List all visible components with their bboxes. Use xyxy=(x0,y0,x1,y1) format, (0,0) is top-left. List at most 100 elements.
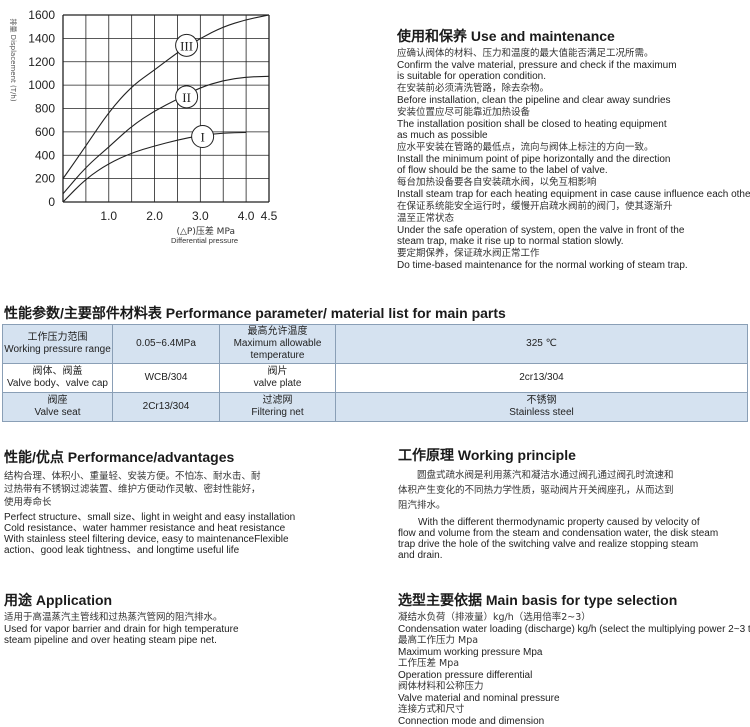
maintenance-en: Before installation, clean the pipeline … xyxy=(397,95,671,106)
advantages-section: 性能/优点 Performance/advantages 结构合理、体积小、重量… xyxy=(4,447,295,556)
advantages-en-line: Cold resistance、water hammer resistance … xyxy=(4,523,286,534)
application-cn: 适用于高温蒸汽主管线和过热蒸汽管网的阻汽排水。 xyxy=(4,612,223,623)
y-tick-label: 1600 xyxy=(28,8,55,22)
y-tick-label: 1200 xyxy=(28,55,55,69)
principle-cn-line: 阻汽排水。 xyxy=(398,500,446,511)
table-row: 阀体、阀盖 Valve body、valve cap WCB/304 阀片 valve … xyxy=(2,363,748,393)
y-axis-label: 排量 Displacement (T/h) xyxy=(9,18,18,101)
advantages-cn-line: 结构合理、体积小、重量轻、安装方便。不怕冻、耐水击、耐 xyxy=(4,471,261,482)
cell-en: 0.05~6.4MPa xyxy=(136,338,196,349)
y-tick-label: 400 xyxy=(35,148,55,162)
cell-en: Valve body、valve cap xyxy=(7,378,108,389)
cell-cn: 过滤网 xyxy=(262,395,293,406)
maintenance-en: is suitable for operation condition. xyxy=(397,71,546,82)
x-tick-label: 3.0 xyxy=(192,209,209,223)
cell-en: Working pressure range xyxy=(4,344,111,355)
y-tick-label: 800 xyxy=(35,102,55,116)
y-tick-label: 1000 xyxy=(28,78,55,92)
cell-cn: 不锈钢 xyxy=(526,395,557,406)
selection-cn: 凝结水负荷（排液量）kg/h（选用倍率2~3） xyxy=(398,612,591,623)
maintenance-item: 安装位置应尽可能靠近加热设备 The installation position … xyxy=(397,107,750,141)
selection-en: Valve material and nominal pressure xyxy=(398,693,560,704)
maintenance-item: 要定期保养，保证疏水阀正常工作 Do time-based maintenance… xyxy=(397,248,750,271)
selection-section: 选型主要依据 Main basis for type selection 凝结水… xyxy=(398,590,750,727)
curve-III xyxy=(62,14,270,179)
maintenance-en: of flow should be the same to the label … xyxy=(397,165,608,176)
selection-cn: 工作压差 Mpa xyxy=(398,658,460,669)
table-cell: 0.05~6.4MPa xyxy=(112,324,220,364)
cell-cn: 阀体、阀盖 xyxy=(32,366,83,377)
application-title: 用途 Application xyxy=(4,592,113,608)
maintenance-en: Confirm the valve material, pressure and… xyxy=(397,60,677,71)
cell-en: valve plate xyxy=(253,378,302,389)
cell-en: 2Cr13/304 xyxy=(142,401,190,412)
principle-cn-line: 圆盘式疏水阀是利用蒸汽和凝洁水通过阀孔通过阀孔时流速和 xyxy=(398,470,674,481)
curve-II xyxy=(62,75,270,195)
cell-en: Valve seat xyxy=(34,407,81,418)
cell-en: Maximum allowable temperature xyxy=(233,338,322,361)
advantages-en-line: With stainless steel filtering device, e… xyxy=(4,534,289,545)
x-axis-label-cn: (△P)压差 MPa xyxy=(176,225,235,237)
cell-en: Filtering net xyxy=(251,407,304,418)
application-section: 用途 Application 适用于高温蒸汽主管线和过热蒸汽管网的阻汽排水。 U… xyxy=(4,590,239,646)
table-cell: 工作压力范围 Working pressure range xyxy=(2,324,113,364)
maintenance-cn: 应水平安装在管路的最低点，流向与阀体上标注的方向一致。 xyxy=(397,142,654,153)
maintenance-cn-cont: 温至正常状态 xyxy=(397,213,455,224)
curve-label: II xyxy=(182,90,191,105)
advantages-cn-line: 过热带有不锈钢过滤装置、维护方便动作灵敏、密封性能好， xyxy=(4,484,261,495)
x-tick-label: 4.0 xyxy=(238,209,255,223)
params-title: 性能参数/主要部件材料表 Performance parameter/ mate… xyxy=(4,305,506,321)
curve-label-circle xyxy=(175,33,199,57)
selection-en: Operation pressure differential xyxy=(398,670,533,681)
selection-cn: 连接方式和尺寸 xyxy=(398,704,465,715)
cell-en: 2cr13/304 xyxy=(519,372,564,383)
selection-en: Connection mode and dimension xyxy=(398,716,545,727)
table-cell: 阀片 valve plate xyxy=(219,363,336,393)
selection-cn: 阀体材料和公称压力 xyxy=(398,681,484,692)
y-tick-label: 200 xyxy=(35,172,55,186)
maintenance-item: 应水平安装在管路的最低点，流向与阀体上标注的方向一致。 Install the m… xyxy=(397,142,750,176)
y-tick-label: 1400 xyxy=(28,31,55,45)
maintenance-item: 在安装前必须清洗管路，除去杂物。 Before installation, cle… xyxy=(397,83,750,106)
cell-cn: 工作压力范围 xyxy=(27,332,88,343)
maintenance-en: Install steam trap for each heating equi… xyxy=(397,189,750,200)
principle-en-line: and drain. xyxy=(398,550,443,561)
maintenance-en: steam trap, make it rise up to normal st… xyxy=(397,236,624,247)
advantages-en-line: action、good leak tightness、and longtime … xyxy=(4,545,240,556)
table-cell: WCB/304 xyxy=(112,363,220,393)
advantages-en-line: Perfect structure、small size、light in we… xyxy=(4,512,296,523)
curve-label-circle xyxy=(191,125,215,149)
curve-label-circle xyxy=(175,85,199,109)
selection-title: 选型主要依据 Main basis for type selection xyxy=(398,592,678,608)
cell-cn: 最高允许温度 xyxy=(247,326,308,337)
x-tick-label: 2.0 xyxy=(146,209,163,223)
application-en-1: Used for vapor barrier and drain for hig… xyxy=(4,624,239,635)
maintenance-en: Do time-based maintenance for the normal… xyxy=(397,260,688,271)
principle-section: 工作原理 Working principle 圆盘式疏水阀是利用蒸汽和凝洁水通过… xyxy=(398,445,718,561)
params-table: 工作压力范围 Working pressure range 0.05~6.4MPa 最… xyxy=(2,324,748,422)
principle-en-line: flow and volume from the steam and conde… xyxy=(398,528,719,539)
displacement-chart: 0 200 400 600 800 1000 1200 1400 1600 1.0 2.0 3.0 4.… xyxy=(9,8,278,245)
maintenance-section: 使用和保养 Use and maintenance 应确认阀体的材料、压力和温度… xyxy=(397,26,750,272)
maintenance-en: as much as possible xyxy=(397,130,488,141)
maintenance-cn: 在安装前必须清洗管路，除去杂物。 xyxy=(397,83,550,94)
cell-en: 325 ℃ xyxy=(526,338,557,349)
maintenance-item: 在保证系统能安全运行时，缓慢开启疏水阀前的阀门，使其逐渐升 温至正常状态 Under… xyxy=(397,201,750,247)
maintenance-cn: 安装位置应尽可能靠近加热设备 xyxy=(397,107,531,118)
maintenance-en: The installation position shall be close… xyxy=(397,119,667,130)
x-tick-label: 4.5 xyxy=(261,209,278,223)
maintenance-title: 使用和保养 Use and maintenance xyxy=(397,28,615,44)
maintenance-item: 每台加热设备要各自安装疏水阀，以免互相影响 Install steam trap … xyxy=(397,177,750,200)
y-tick-label: 0 xyxy=(48,195,55,209)
table-cell: 最高允许温度 Maximum allowable temperature xyxy=(219,324,336,364)
table-cell: 2Cr13/304 xyxy=(112,392,220,422)
maintenance-en: Under the safe operation of system, open… xyxy=(397,225,685,236)
advantages-cn-line: 使用寿命长 xyxy=(4,497,52,508)
y-tick-label: 600 xyxy=(35,125,55,139)
cell-en: WCB/304 xyxy=(144,372,188,383)
selection-en: Maximum working pressure Mpa xyxy=(398,647,543,658)
table-cell: 325 ℃ xyxy=(335,324,748,364)
application-en-2: steam pipeline and over heating steam pi… xyxy=(4,635,217,646)
cell-cn: 阀片 xyxy=(267,366,288,377)
x-tick-label: 1.0 xyxy=(100,209,117,223)
